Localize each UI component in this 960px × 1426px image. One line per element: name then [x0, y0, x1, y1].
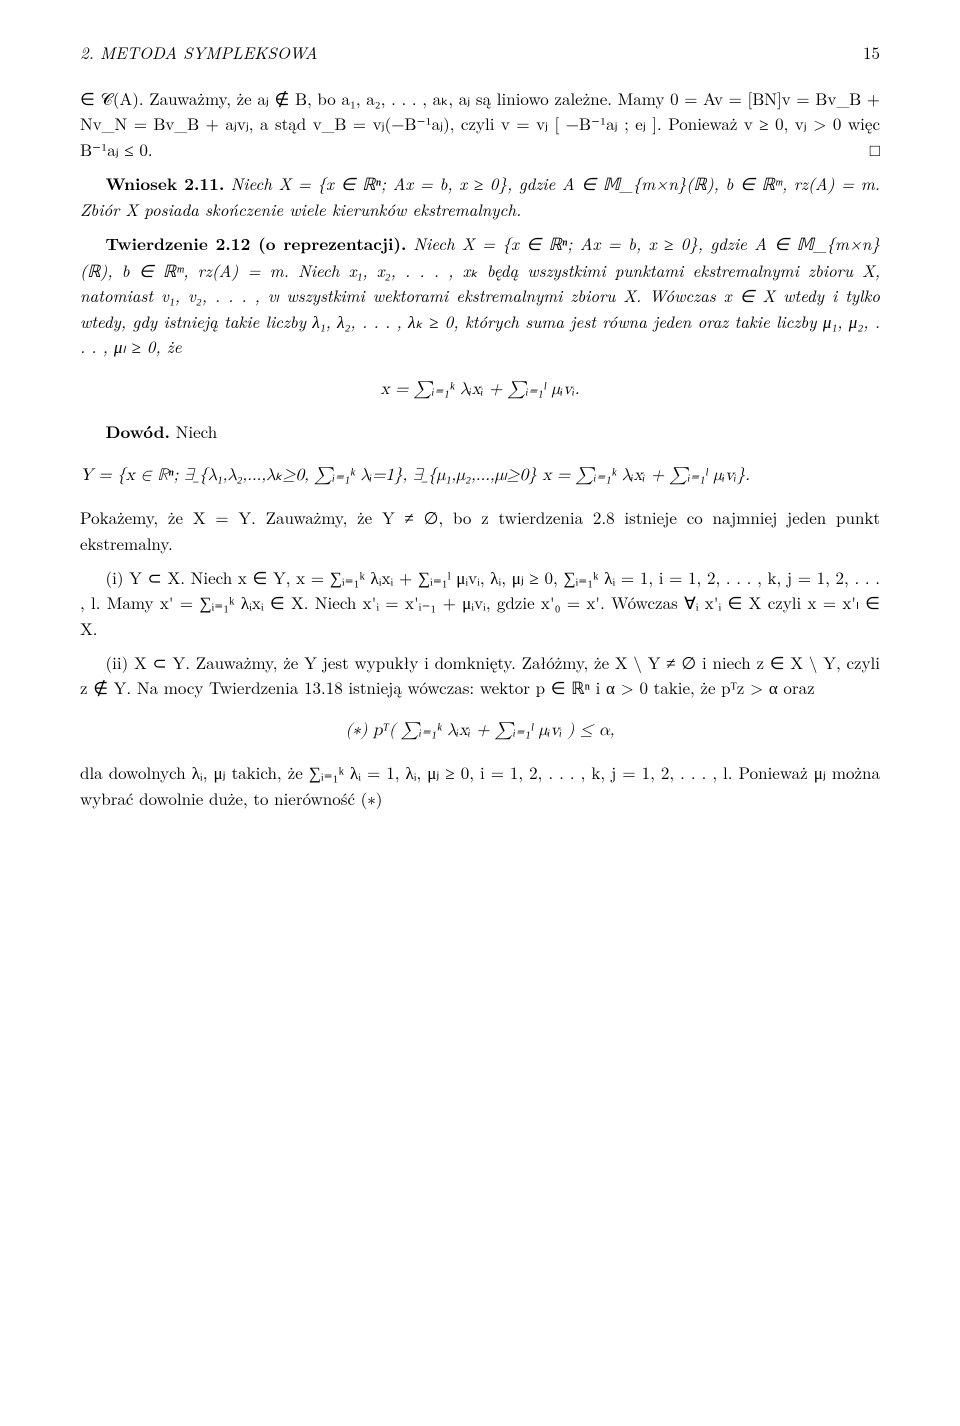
formula-2: Y = {x ∈ ℝⁿ; ∃_{λ₁,λ₂,...,λₖ≥0, ∑ᵢ₌₁ᵏ λᵢ…	[80, 463, 880, 489]
dowod-niech: Niech	[176, 419, 218, 443]
formula-3: (∗) pᵀ( ∑ᵢ₌₁ᵏ λᵢxᵢ + ∑ᵢ₌₁ˡ μᵢvᵢ ) ≤ α,	[80, 718, 880, 744]
paragraph-pokazemy: Pokażemy, że X = Y. Zauważmy, że Y ≠ ∅, …	[80, 505, 880, 556]
wniosek-label: Wniosek 2.11.	[106, 172, 225, 196]
paragraph-last: dla dowolnych λᵢ, μⱼ takich, że ∑ᵢ₌₁ᵏ λᵢ…	[80, 760, 880, 811]
proof-part-ii: (ii) X ⊂ Y. Zauważmy, że Y jest wypukły …	[80, 650, 880, 701]
dowod-block: Dowód. Niech	[80, 419, 880, 446]
qed-box: □	[870, 137, 880, 163]
para1-text: ∈ 𝒞(A). Zauważmy, że aⱼ ∉ B, bo a₁, a₂, …	[80, 86, 880, 161]
twierdzenie-block: Twierdzenie 2.12 (o reprezentacji). Niec…	[80, 231, 880, 360]
proof-part-i: (i) Y ⊂ X. Niech x ∈ Y, x = ∑ᵢ₌₁ᵏ λᵢxᵢ +…	[80, 565, 880, 642]
formula-1: x = ∑ᵢ₌₁ᵏ λᵢxᵢ + ∑ᵢ₌₁ˡ μᵢvᵢ.	[80, 377, 880, 403]
dowod-label: Dowód.	[106, 420, 170, 444]
paragraph-1: ∈ 𝒞(A). Zauważmy, że aⱼ ∉ B, bo a₁, a₂, …	[80, 86, 880, 163]
page-number: 15	[863, 40, 880, 66]
twierdzenie-label: Twierdzenie 2.12 (o reprezentacji).	[106, 232, 407, 256]
header-title: 2. METODA SYMPLEKSOWA	[80, 40, 317, 66]
wniosek-block: Wniosek 2.11. Niech X = {x ∈ ℝⁿ; Ax = b,…	[80, 171, 880, 223]
page-header: 2. METODA SYMPLEKSOWA 15	[80, 40, 880, 66]
